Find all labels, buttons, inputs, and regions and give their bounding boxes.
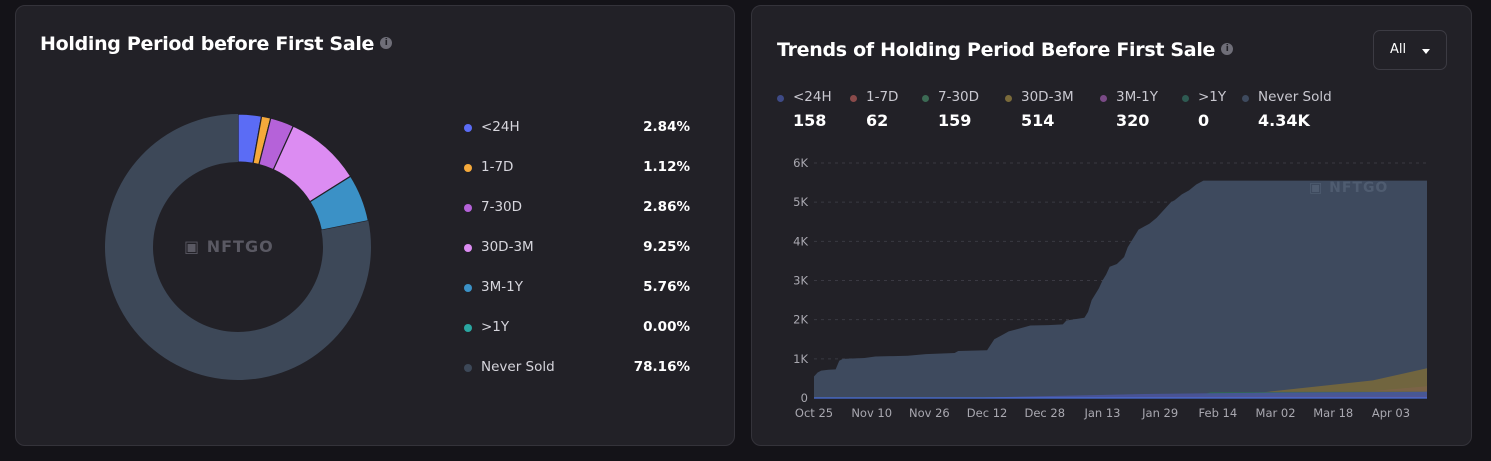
legend-dot-icon [464,324,472,332]
info-icon[interactable]: i [1221,42,1234,55]
legend-label: 3M-1Y [481,279,523,295]
area-30d-3m[interactable] [1217,368,1427,398]
legend-dot-icon [464,284,472,292]
series-name: 1-7D [866,89,899,105]
legend-item[interactable]: 3M-1Y 5.76% [464,278,690,298]
legend-item[interactable]: Never Sold 78.16% [464,358,690,378]
donut-chart [105,113,371,381]
trends-card: Trends of Holding Period Before First Sa… [751,5,1472,446]
y-tick-label: 4K [793,234,808,248]
series-name: Never Sold [1258,89,1332,105]
area-24h[interactable] [958,391,1427,398]
holding-period-title: Holding Period before First Sale i [40,33,393,55]
legend-label: 1-7D [481,159,514,175]
legend-label: Never Sold [481,359,555,375]
area-never-sold[interactable] [814,180,1427,398]
series-dot-icon [922,95,929,102]
x-tick-label: Jan 29 [1141,406,1178,420]
legend-label: 30D-3M [481,239,534,255]
series-dot-icon [777,95,784,102]
x-tick-label: Feb 14 [1199,406,1238,420]
legend-item[interactable]: 7-30D 2.86% [464,198,690,218]
x-tick-label: Apr 03 [1372,406,1410,420]
chevron-down-icon [1422,49,1430,54]
legend-item[interactable]: 1-7D 1.12% [464,158,690,178]
donut-slice-never-sold[interactable] [105,114,371,381]
legend-value: 0.00% [643,319,690,335]
series-dot-icon [1242,95,1249,102]
nftgo-watermark: ▣ NFTGO [184,237,274,256]
y-tick-label: 5K [793,195,808,209]
legend-label: 7-30D [481,199,523,215]
legend-item[interactable]: 30D-3M 9.25% [464,238,690,258]
series-count: 158 [793,111,827,130]
nftgo-watermark: ▣ NFTGO [1309,180,1388,196]
series-count: 0 [1198,111,1210,130]
legend-value: 1.12% [643,159,690,175]
x-tick-label: Dec 28 [1025,406,1066,420]
series-count: 62 [866,111,889,130]
legend-value: 78.16% [633,359,690,375]
x-tick-label: Nov 10 [851,406,892,420]
x-tick-label: Mar 18 [1313,406,1353,420]
legend-value: 9.25% [643,239,690,255]
series-count: 4.34K [1258,111,1310,130]
legend-dot-icon [464,204,472,212]
y-tick-label: 3K [793,274,808,288]
range-select-value: All [1390,42,1407,57]
nftgo-logo-icon: ▣ [184,237,201,256]
legend-value: 2.86% [643,199,690,215]
series-count: 159 [938,111,972,130]
x-tick-label: Jan 13 [1083,406,1120,420]
donut-slice-3m-1y[interactable] [309,175,370,231]
x-tick-label: Mar 02 [1256,406,1296,420]
series-name: <24H [793,89,832,105]
series-dot-icon [850,95,857,102]
y-tick-label: 2K [793,313,808,327]
info-icon[interactable]: i [380,36,393,49]
legend-label: <24H [481,119,520,135]
trend-chart: 0 1K 2K 3K 4K 5K 6K Oct 25 Nov 10 Nov 26 Dec 12 Dec… [793,156,1427,420]
legend-item[interactable]: <24H 2.84% [464,118,690,138]
series-name: 30D-3M [1021,89,1074,105]
legend-dot-icon [464,164,472,172]
x-tick-label: Nov 26 [909,406,950,420]
legend-dot-icon [464,364,472,372]
range-select[interactable]: All [1373,30,1447,70]
y-tick-label: 6K [793,156,808,170]
series-dot-icon [1005,95,1012,102]
y-tick-label: 1K [793,352,808,366]
legend-item[interactable]: >1Y 0.00% [464,318,690,338]
nftgo-watermark-text: NFTGO [206,237,274,256]
trends-title: Trends of Holding Period Before First Sa… [777,39,1234,61]
series-name: 3M-1Y [1116,89,1158,105]
nftgo-watermark-text: NFTGO [1329,180,1389,196]
x-tick-label: Dec 12 [967,406,1008,420]
series-count: 320 [1116,111,1150,130]
holding-period-title-text: Holding Period before First Sale [40,33,375,55]
holding-period-card: Holding Period before First Sale i ▣ NFTG… [15,5,735,446]
legend-value: 5.76% [643,279,690,295]
y-tick-label: 0 [801,391,808,405]
legend-dot-icon [464,244,472,252]
legend-value: 2.84% [643,119,690,135]
legend-dot-icon [464,124,472,132]
series-count: 514 [1021,111,1055,130]
series-name: >1Y [1198,89,1227,105]
x-tick-label: Oct 25 [795,406,833,420]
legend-label: >1Y [481,319,510,335]
series-name: 7-30D [938,89,980,105]
series-dot-icon [1182,95,1189,102]
nftgo-logo-icon: ▣ [1309,180,1324,196]
series-dot-icon [1100,95,1107,102]
trends-title-text: Trends of Holding Period Before First Sa… [777,39,1216,61]
